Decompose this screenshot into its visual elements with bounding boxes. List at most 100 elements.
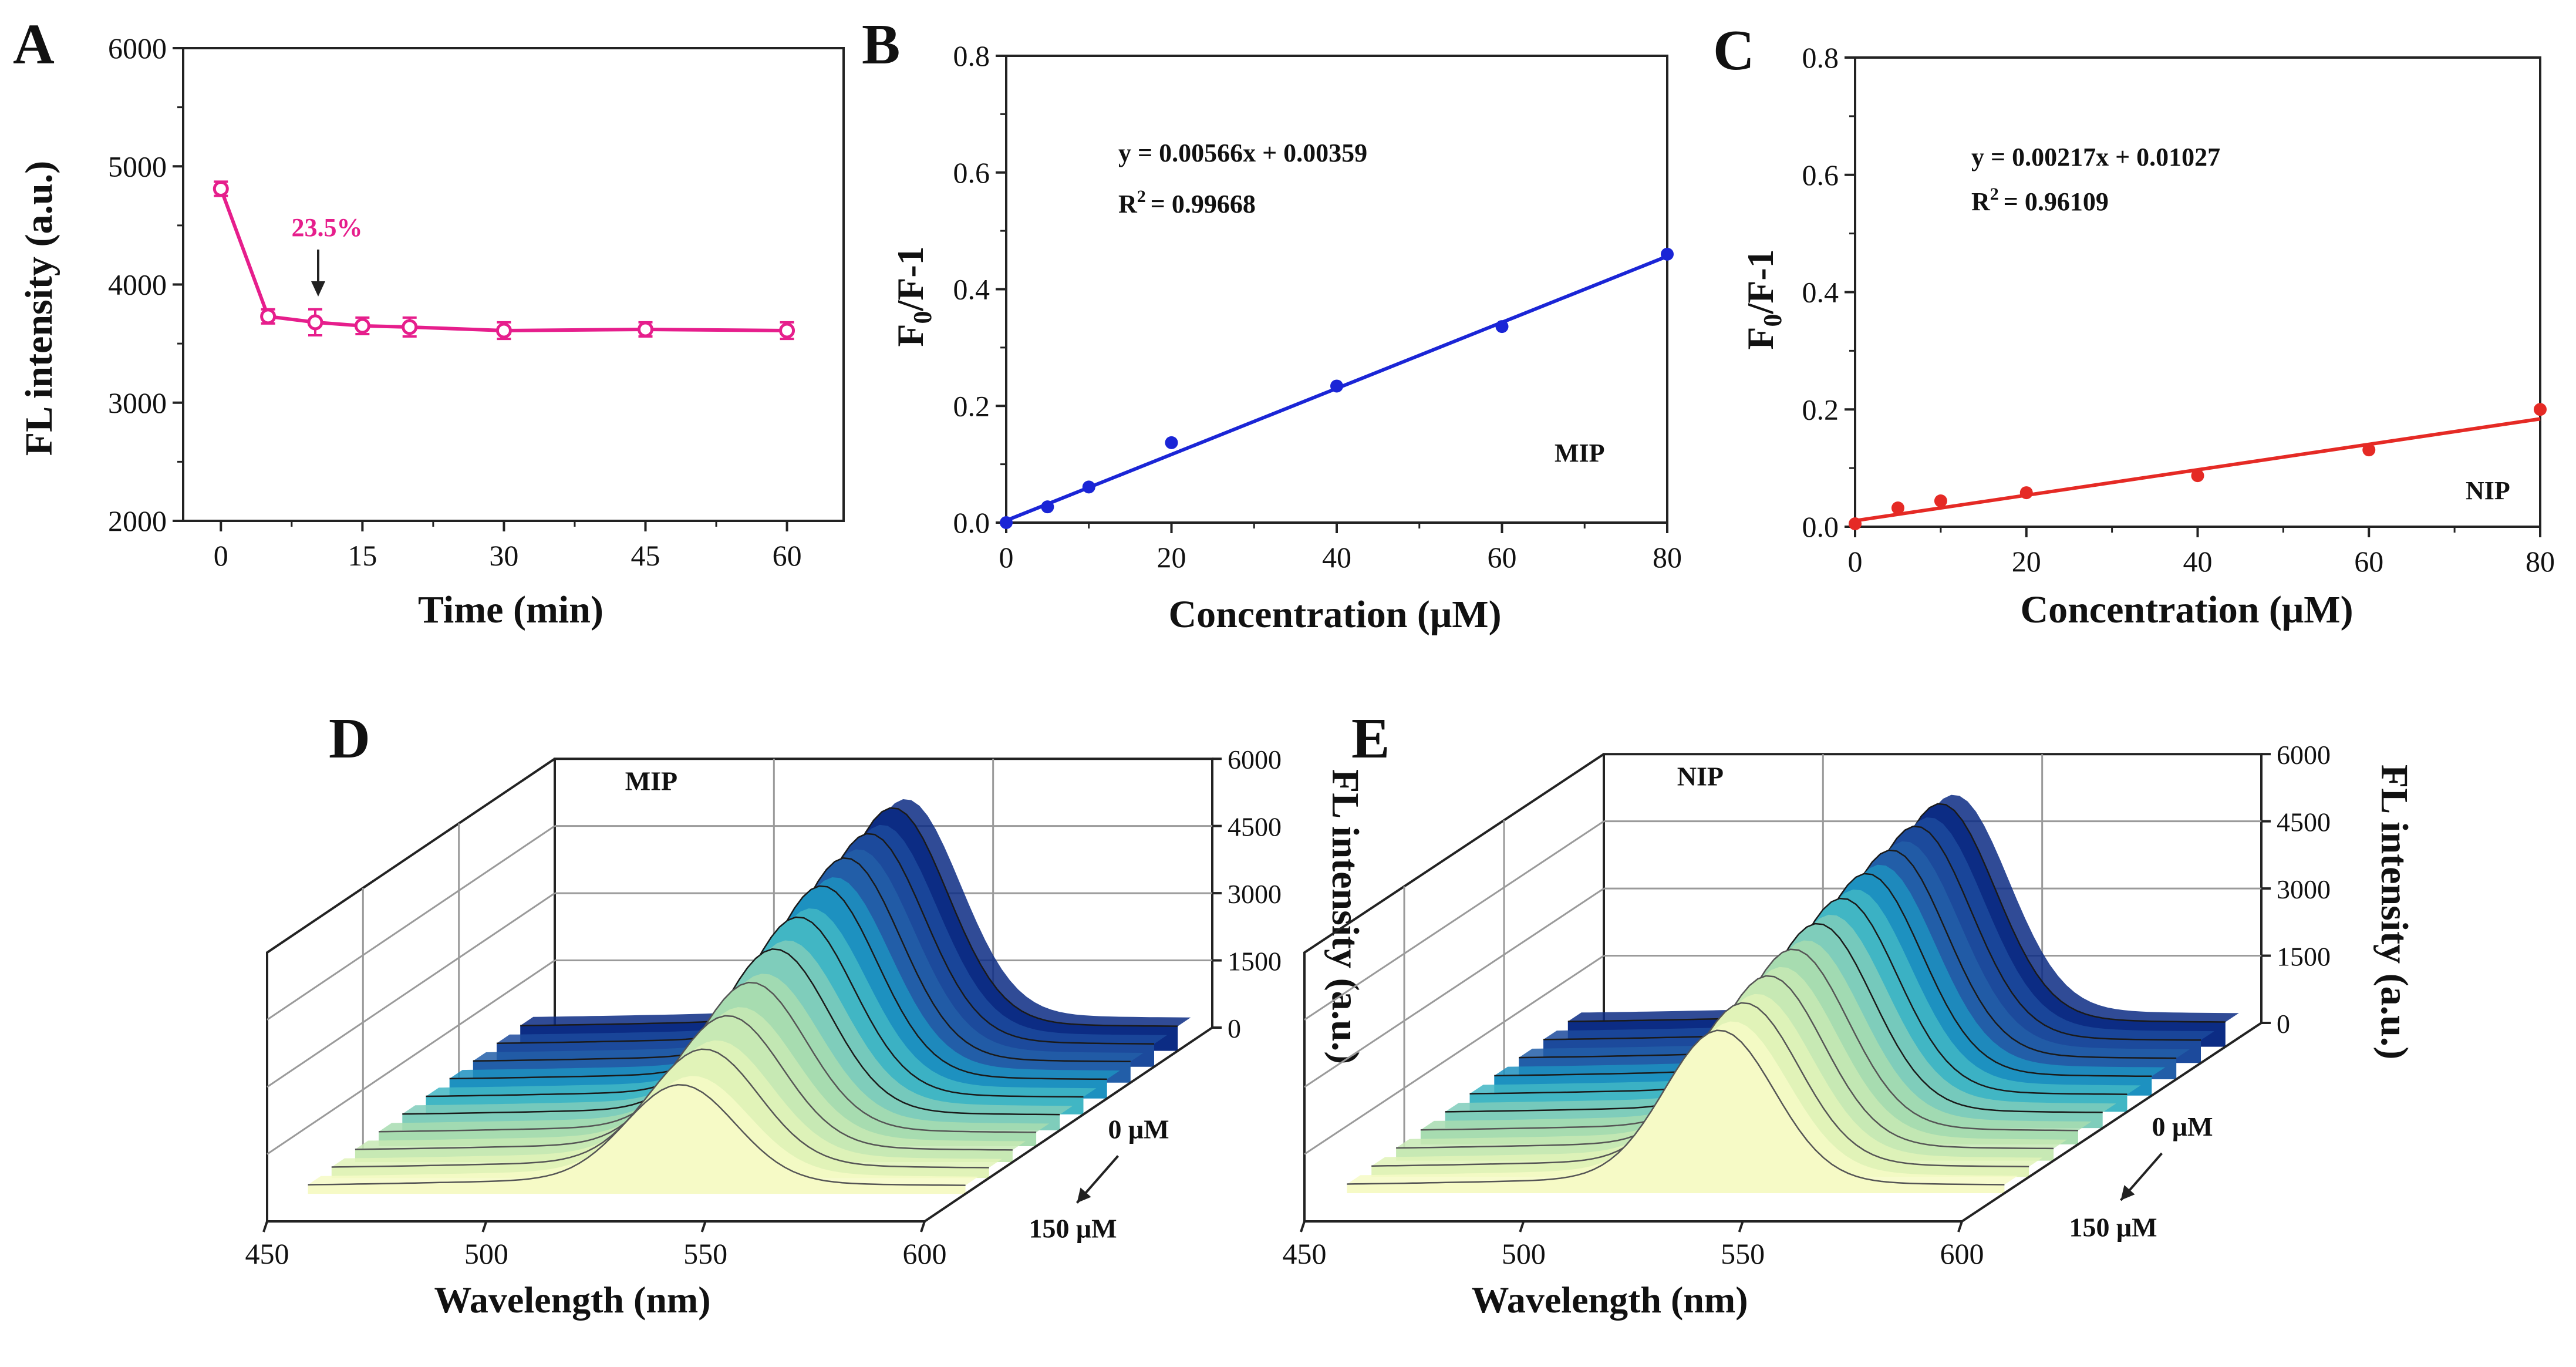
panel-a-data-point: [307, 314, 323, 331]
panel-c-ytick-label: 0.2: [1802, 393, 1839, 426]
panel-c-frame: [1854, 56, 2541, 528]
panel-a-xtick-label: 0: [214, 539, 228, 572]
panel-b-data-point: [1495, 320, 1509, 334]
panel-d-ztick-label: 0: [1228, 1014, 1241, 1043]
panel-b-ytick-label: 0.4: [953, 273, 990, 306]
panel-b-xtick-label: 40: [1322, 541, 1351, 574]
b-x-axis-label: Concentration (μM): [1168, 593, 1501, 636]
panel-e-side-wall: [1303, 753, 1605, 1221]
panel-d-ztick-label: 4500: [1228, 812, 1282, 842]
panel-d-conc-start-label: 0 μM: [1108, 1115, 1169, 1144]
panel-d-xtick: [481, 1221, 488, 1233]
panel-e-ztick-label: 6000: [2277, 740, 2331, 770]
b-y-axis-label: F0/F-1: [889, 246, 937, 346]
c-x-axis-label: Concentration (μM): [2020, 588, 2353, 631]
b-r-squared-value: = 0.99668: [1151, 190, 1256, 218]
panel-e-z-axis-label: FL intensity (a.u.): [2373, 765, 2416, 1059]
c-series-label: NIP: [2466, 476, 2510, 505]
panel-d-ztick-label: 1500: [1228, 947, 1282, 977]
panel-e-xtick: [1738, 1221, 1744, 1233]
panel-c-xtick-label: 80: [2526, 545, 2555, 578]
panel-b-data-point: [1000, 516, 1013, 529]
panel-a-series-line: [219, 188, 787, 332]
panel-c-data-point: [2362, 443, 2376, 457]
a-y-axis-label: FL intensity (a.u.): [18, 161, 60, 456]
panel-letter-d: D: [329, 707, 370, 770]
panel-d-ztick-label: 3000: [1228, 879, 1282, 909]
panel-d-xtick: [262, 1221, 268, 1233]
panel-c-xtick-label: 0: [1848, 545, 1863, 578]
b-fit-equation: y = 0.00566x + 0.00359: [1118, 139, 1367, 167]
panel-a-data-point: [638, 321, 653, 338]
panel-a-ytick-label: 2000: [108, 504, 167, 537]
panel-b-ytick-label: 0.0: [953, 506, 990, 539]
panel-d-xtick-label: 600: [903, 1237, 947, 1270]
panel-e-x-axis-label: Wavelength (nm): [1471, 1279, 1748, 1321]
c-fit-equation: y = 0.00217x + 0.01027: [1971, 143, 2220, 171]
panel-a-annotation-arrowhead: [311, 281, 325, 297]
panel-d-xtick-label: 500: [464, 1237, 508, 1270]
panel-c-xtick-label: 40: [2183, 545, 2213, 578]
panel-e-conc-start-label: 0 μM: [2152, 1112, 2213, 1142]
panel-d-grid-line: [267, 959, 555, 1155]
panel-a-xtick-label: 45: [631, 539, 660, 572]
panel-d-grid-line: [267, 825, 555, 1021]
panel-a-data-point: [260, 308, 277, 325]
panel-c: C 0 20 40 60 80 0.0 0.2 0.4 0.6 0.8 Concentration…: [1713, 19, 2555, 631]
panel-a-annotation: 23.5%: [292, 213, 363, 242]
panel-e-grid-line: [1304, 820, 1604, 1021]
panel-b-data-point: [1165, 436, 1178, 449]
panel-d-conc-end-label: 150 μM: [1029, 1214, 1117, 1244]
panel-c-xtick-label: 20: [2012, 545, 2041, 578]
panel-e-spectrum-9: [1347, 1030, 2005, 1193]
panel-e-xtick-label: 500: [1502, 1237, 1546, 1270]
panel-d-spectrum-outline-8: [331, 1048, 989, 1169]
panel-a-xtick-label: 15: [348, 539, 377, 572]
panel-e-conc-end-label: 150 μM: [2069, 1213, 2157, 1243]
c-r-squared: R2 = 0.96109: [1971, 184, 2109, 216]
b-r-squared: R2 = 0.99668: [1118, 187, 1256, 218]
panel-e-ztick-label: 1500: [2277, 942, 2331, 972]
panel-b-data-point: [1330, 379, 1343, 393]
c-r-squared-value: = 0.96109: [2004, 187, 2109, 216]
panel-letter-c: C: [1713, 19, 1755, 82]
panel-e: E 450 500 550 600 Wavelength (nm) 0 1500 3000 45…: [1283, 707, 2416, 1321]
panel-d-grid-line: [267, 892, 555, 1088]
panel-b-xtick-label: 60: [1488, 541, 1517, 574]
panel-e-xtick: [1957, 1221, 1963, 1233]
panel-c-data-point: [1849, 517, 1862, 531]
panel-d-ztick-label: 6000: [1228, 745, 1282, 775]
panel-e-xtick-label: 600: [1940, 1237, 1984, 1270]
panel-d-xtick: [920, 1221, 926, 1233]
panel-d-spectrum-outline-9: [308, 1084, 966, 1186]
panel-b-xtick-label: 80: [1653, 541, 1682, 574]
panel-b-ytick-label: 0.6: [953, 156, 990, 189]
panel-a-ytick-label: 3000: [108, 386, 167, 419]
panel-b-ytick-label: 0.8: [953, 39, 990, 72]
panel-d-spectrum-outline-6: [379, 981, 1037, 1133]
panel-a-ytick-label: 6000: [108, 32, 167, 65]
panel-a-ytick-label: 5000: [108, 150, 167, 183]
panel-c-ytick-label: 0.0: [1802, 510, 1839, 543]
c-y-axis-label: F0/F-1: [1739, 249, 1787, 349]
panel-a-data-point: [402, 319, 418, 335]
panel-letter-e: E: [1351, 707, 1390, 770]
panel-b: B 0 20 40 60 80 0.0 0.2 0.4 0.6 0.8 Concentration…: [862, 13, 1682, 636]
panel-d-xtick-label: 550: [683, 1237, 727, 1270]
panel-d-xtick: [700, 1221, 707, 1233]
panel-d-spectrum-9: [308, 1085, 966, 1194]
panel-e-ztick-label: 0: [2277, 1009, 2290, 1039]
panel-e-ztick-label: 4500: [2277, 807, 2331, 837]
panel-c-data-point: [2019, 486, 2033, 500]
panel-d-x-axis-label: Wavelength (nm): [434, 1279, 710, 1321]
panel-c-xtick-label: 60: [2354, 545, 2383, 578]
panel-d-series-label: MIP: [625, 766, 677, 796]
panel-d-spectrum-outline-7: [355, 1015, 1013, 1151]
panel-e-xtick-label: 550: [1721, 1237, 1765, 1270]
panel-b-data-point: [1041, 500, 1054, 514]
panel-letter-a: A: [13, 13, 55, 76]
panel-a-data-point: [495, 322, 512, 339]
panel-e-grid-line: [1304, 955, 1604, 1155]
panel-a-xtick-label: 60: [773, 539, 802, 572]
